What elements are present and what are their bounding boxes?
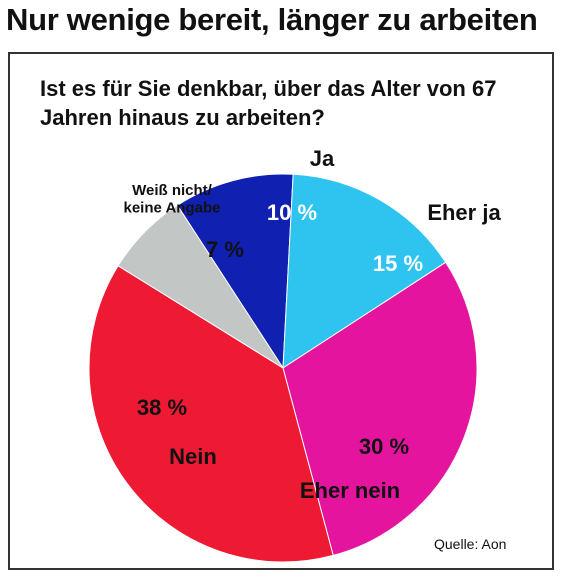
slice-value-nein: 38 % <box>137 395 187 420</box>
pie-slice-ja <box>176 173 294 370</box>
pie-slice-weiss-nicht-keine-angabe <box>117 204 284 369</box>
slice-value-weiss-nicht-keine-angabe: 7 % <box>206 237 244 262</box>
pie-slice-eher-nein <box>282 261 478 557</box>
chart-frame <box>8 52 554 570</box>
survey-question: Ist es für Sie denkbar, über das Alter v… <box>40 76 497 130</box>
slice-value-eher-ja: 15 % <box>373 251 423 276</box>
chart-title: Nur wenige bereit, länger zu arbeiten <box>6 2 538 37</box>
pie-slice-nein <box>88 265 334 563</box>
slice-label-weiss-nicht-keine-angabe: Weiß nicht/keine Angabe <box>124 182 221 216</box>
slice-label-nein: Nein <box>169 444 217 469</box>
slice-label-ja: Ja <box>310 146 335 171</box>
slice-label-eher-ja: Eher ja <box>427 200 501 225</box>
pie-slice-eher-ja <box>282 173 447 369</box>
slice-value-ja: 10 % <box>267 200 317 225</box>
source-note: Quelle: Aon <box>434 536 507 552</box>
slice-value-eher-nein: 30 % <box>359 434 409 459</box>
slice-label-eher-nein: Eher nein <box>300 478 400 503</box>
